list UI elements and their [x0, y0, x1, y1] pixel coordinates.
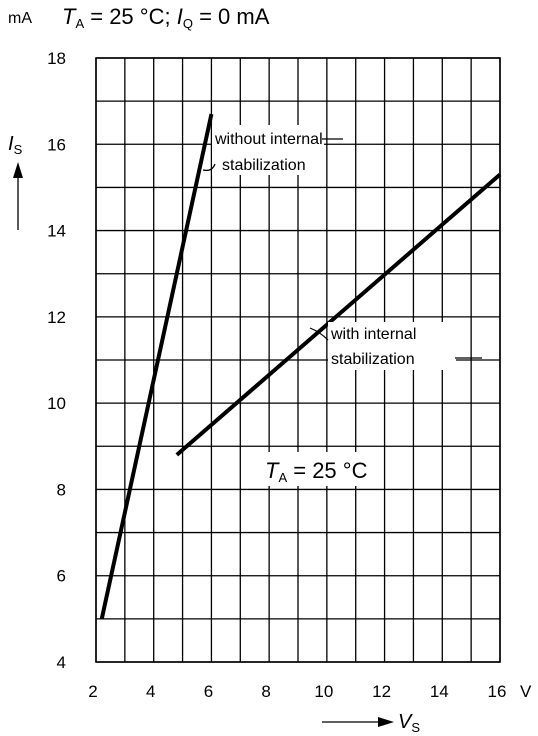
x-axis-label: VS	[398, 711, 420, 735]
x-tick-label: 4	[146, 682, 155, 701]
annotation-ta: TA = 25 °C	[265, 458, 368, 485]
y-tick-label: 18	[47, 49, 66, 68]
x-tick-label: 6	[204, 682, 213, 701]
x-axis-arrow-head	[378, 717, 394, 727]
y-tick-label: 8	[57, 480, 66, 499]
header-unit: mA	[8, 10, 32, 27]
y-axis-arrow-head	[13, 162, 23, 178]
x-tick-label: 12	[372, 682, 391, 701]
header-conditions: TA = 25 °C; IQ = 0 mA	[62, 4, 270, 31]
x-tick-label: 10	[314, 682, 333, 701]
y-tick-labels: 4 6 8 10 12 14 16 18	[47, 49, 66, 672]
x-tick-labels: 2 4 6 8 10 12 14 16	[88, 682, 506, 701]
y-tick-label: 6	[57, 567, 66, 586]
plot-frame	[95, 57, 501, 663]
annotation-without-leader	[202, 163, 216, 171]
annotation-with-leader	[309, 327, 329, 341]
annotation-without-line2: stabilization	[222, 157, 306, 174]
annotation-background-without	[212, 125, 324, 175]
x-tick-label: 8	[261, 682, 270, 701]
y-tick-label: 4	[57, 653, 66, 672]
annotation-with-line2: stabilization	[331, 351, 415, 368]
annotation-background-with	[328, 322, 456, 370]
annotation-with-line1: with internal	[330, 326, 416, 343]
x-tick-label: 14	[430, 682, 449, 701]
x-tick-label: 2	[88, 682, 97, 701]
series-line-with-stabilization	[175, 172, 502, 457]
y-axis-label: IS	[8, 133, 23, 157]
annotation-without-line1: without internal	[214, 131, 323, 148]
annotation-background-ta	[262, 452, 382, 486]
y-tick-label: 10	[47, 394, 66, 413]
x-axis-unit: V	[520, 682, 532, 701]
y-tick-label: 16	[47, 135, 66, 154]
x-tick-label: 16	[488, 682, 507, 701]
y-tick-label: 12	[47, 308, 66, 327]
series-line-without-stabilization	[99, 113, 214, 620]
y-tick-label: 14	[47, 222, 66, 241]
